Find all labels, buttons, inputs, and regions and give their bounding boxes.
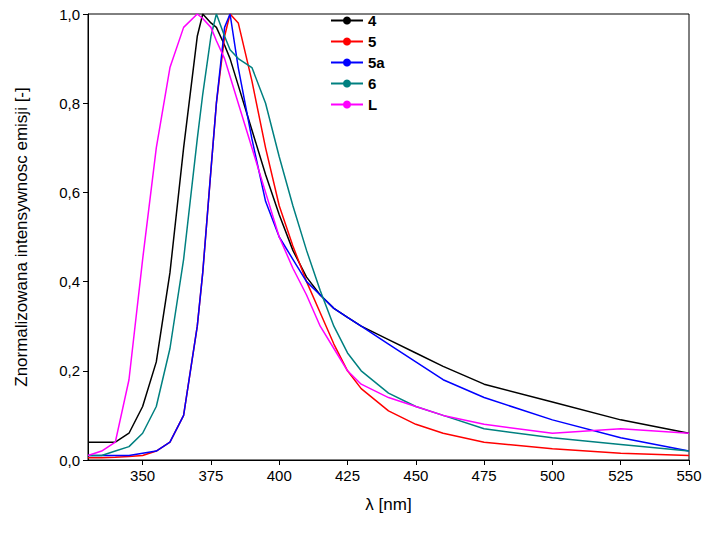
svg-text:λ [nm]: λ [nm]	[365, 495, 411, 514]
svg-text:475: 475	[472, 467, 497, 484]
svg-text:5a: 5a	[368, 54, 385, 71]
svg-text:0,8: 0,8	[59, 95, 80, 112]
svg-text:500: 500	[540, 467, 565, 484]
svg-text:1,0: 1,0	[59, 6, 80, 23]
svg-text:0,2: 0,2	[59, 362, 80, 379]
svg-text:350: 350	[130, 467, 155, 484]
svg-text:425: 425	[335, 467, 360, 484]
svg-text:0,4: 0,4	[59, 273, 80, 290]
svg-text:400: 400	[267, 467, 292, 484]
svg-text:0,6: 0,6	[59, 184, 80, 201]
svg-text:6: 6	[368, 75, 376, 92]
svg-text:Znormalizowana intensywnosc em: Znormalizowana intensywnosc emisji [-]	[12, 87, 31, 387]
svg-text:5: 5	[368, 33, 376, 50]
svg-text:L: L	[368, 96, 377, 113]
svg-text:0,0: 0,0	[59, 452, 80, 469]
svg-text:375: 375	[198, 467, 223, 484]
svg-text:525: 525	[608, 467, 633, 484]
svg-text:550: 550	[676, 467, 701, 484]
svg-text:4: 4	[368, 12, 377, 29]
svg-text:450: 450	[403, 467, 428, 484]
